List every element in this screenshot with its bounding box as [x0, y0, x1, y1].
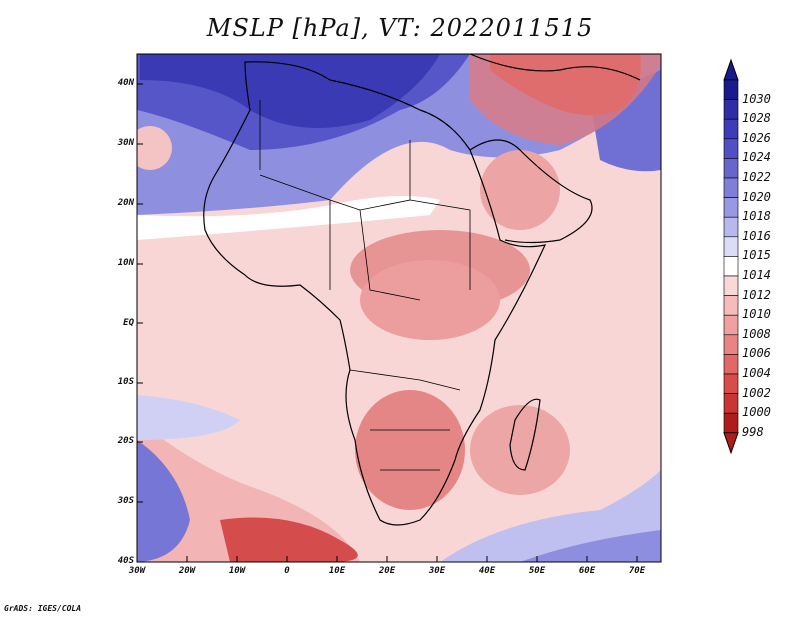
map-title: MSLP [hPa], VT: 2022011515 — [206, 14, 594, 42]
lat-label-20n: 20N — [117, 198, 134, 208]
credit-text: GrADS: IGES/COLA — [4, 604, 82, 613]
colorbar-swatch — [723, 295, 739, 316]
lon-label-20w: 20W — [178, 566, 196, 576]
colorbar-swatch — [723, 79, 739, 100]
country-borders — [259, 100, 471, 471]
colorbar-swatch — [723, 393, 739, 414]
lat-label-40n: 40N — [117, 78, 134, 88]
colorbar-swatch — [723, 99, 739, 120]
plot-frame — [136, 53, 662, 563]
lat-label-30n: 30N — [117, 138, 134, 148]
lon-label-40e: 40E — [478, 566, 496, 576]
colorbar-label: 1006 — [742, 346, 771, 361]
colorbar-swatch — [723, 177, 739, 198]
lon-label-30w: 30W — [128, 566, 146, 576]
colorbar-swatch — [723, 197, 739, 218]
colorbar-arrow-top — [723, 58, 739, 81]
colorbar-swatch — [723, 412, 739, 434]
pressure-field — [137, 54, 661, 562]
colorbar-label: 1030 — [742, 91, 771, 106]
colorbar-swatch — [723, 373, 739, 394]
colorbar-arrow-bottom — [723, 432, 739, 455]
lon-label-50e: 50E — [528, 566, 546, 576]
colorbar-swatch — [723, 314, 739, 336]
lat-label-10n: 10N — [117, 258, 134, 268]
lat-label-30s: 30S — [117, 496, 134, 506]
lon-label-30e: 30E — [428, 566, 446, 576]
colorbar-label: 1018 — [742, 209, 771, 224]
lon-label-0: 0 — [284, 566, 290, 576]
lon-label-20e: 20E — [378, 566, 396, 576]
coastlines — [203, 54, 641, 526]
colorbar-label: 1015 — [742, 248, 771, 263]
colorbar-swatch — [723, 236, 739, 257]
colorbar-label: 1028 — [742, 111, 771, 126]
colorbar-label: 998 — [742, 424, 764, 439]
colorbar-label: 1000 — [742, 405, 771, 420]
lat-label-40s: 40S — [117, 556, 134, 566]
lon-label-10w: 10W — [228, 566, 246, 576]
lat-label-20s: 20S — [117, 436, 134, 446]
colorbar-label: 1020 — [742, 189, 771, 204]
colorbar-swatch — [723, 275, 739, 296]
colorbar-label: 1014 — [742, 268, 771, 282]
axis-ticks — [137, 83, 638, 562]
colorbar-label: 1004 — [742, 366, 771, 380]
colorbar-swatch — [723, 138, 739, 159]
colorbar-label: 1024 — [742, 150, 771, 165]
lat-label-10s: 10S — [117, 377, 134, 387]
colorbar-label: 1026 — [742, 130, 771, 145]
colorbar-label: 1022 — [742, 170, 771, 184]
colorbar-swatch — [723, 158, 739, 179]
colorbar-label: 1002 — [742, 385, 771, 400]
colorbar-swatch — [723, 118, 739, 140]
colorbar-label: 1008 — [742, 326, 771, 341]
colorbar-swatch — [723, 354, 739, 375]
lon-label-60e: 60E — [578, 566, 596, 576]
colorbar-label: 1016 — [742, 228, 771, 243]
colorbar-swatch — [723, 256, 739, 277]
colorbar — [723, 58, 739, 455]
colorbar-label: 1012 — [742, 287, 771, 302]
colorbar-label: 1010 — [742, 307, 771, 322]
lon-label-70e: 70E — [628, 566, 646, 576]
lon-label-10e: 10E — [328, 566, 346, 576]
colorbar-swatch — [723, 334, 739, 355]
colorbar-swatch — [723, 216, 739, 238]
lat-label-eq: EQ — [123, 318, 134, 328]
